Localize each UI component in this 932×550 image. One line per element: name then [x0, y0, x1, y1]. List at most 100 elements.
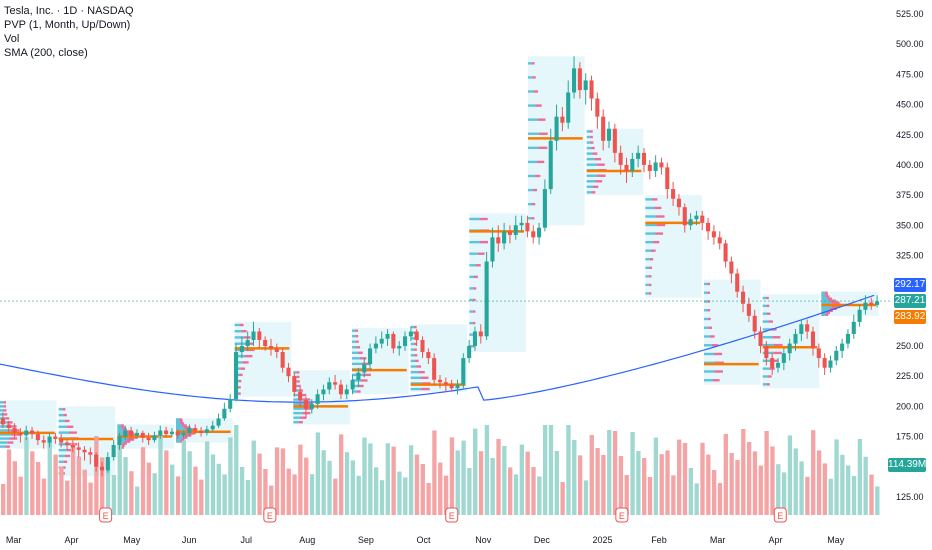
- profile-bar-down: [180, 438, 185, 441]
- profile-bar-up: [821, 295, 826, 298]
- candle-body: [379, 338, 384, 344]
- profile-bar-down: [648, 275, 652, 278]
- candle-body: [799, 324, 804, 334]
- indicator-vol[interactable]: Vol: [4, 33, 20, 45]
- profile-bar-up: [586, 141, 591, 144]
- profile-bar-up: [645, 258, 650, 261]
- x-tick-label: Jul: [241, 535, 253, 545]
- profile-bar-down: [414, 348, 417, 351]
- profile-bar-up: [586, 157, 595, 161]
- symbol-title[interactable]: Tesla, Inc. · 1D · NASDAQ: [4, 5, 134, 17]
- profile-bar-up: [528, 76, 533, 79]
- indicator-sma[interactable]: SMA (200, close): [4, 47, 88, 59]
- profile-bar-down: [712, 379, 720, 382]
- profile-bar-up: [0, 429, 11, 432]
- profile-bar-down: [825, 295, 830, 298]
- candle-body: [222, 408, 227, 419]
- profile-bar-up: [352, 351, 358, 354]
- volume-bar: [251, 440, 256, 515]
- volume-bar: [642, 458, 647, 515]
- profile-bar-down: [296, 371, 300, 374]
- candle-body: [449, 384, 454, 389]
- profile-bar-up: [704, 282, 708, 286]
- profile-bar-down: [709, 335, 715, 338]
- profile-bar-down: [63, 460, 68, 463]
- candle-body: [187, 428, 192, 433]
- volume-bar: [531, 467, 536, 515]
- volume-bar: [105, 460, 111, 515]
- candle-body: [432, 358, 437, 380]
- volume-bar: [758, 465, 763, 515]
- candle-body: [781, 353, 786, 363]
- candle-body: [426, 352, 431, 359]
- profile-bar-down: [413, 325, 417, 329]
- monthly-profile-box: [469, 213, 526, 353]
- profile-bar-down: [534, 174, 541, 178]
- volume-bar: [100, 457, 105, 515]
- profile-bar-down: [357, 351, 363, 354]
- y-tick-label: 325.00: [896, 250, 924, 260]
- candle-body: [805, 324, 810, 332]
- profile-bar-up: [293, 402, 305, 406]
- volume-bar: [1, 484, 6, 515]
- profile-bar-up: [762, 367, 770, 370]
- monthly-profile-box: [704, 279, 761, 385]
- candle-body: [251, 331, 256, 340]
- volume-bar: [426, 483, 431, 515]
- candle-body: [857, 309, 862, 322]
- candle-body: [723, 243, 728, 262]
- indicator-pvp[interactable]: PVP (1, Month, Up/Down): [4, 19, 131, 31]
- profile-bar-down: [122, 442, 127, 445]
- candle-body: [333, 382, 338, 385]
- candle-body: [82, 449, 87, 453]
- profile-bar-up: [469, 310, 473, 313]
- profile-bar-down: [591, 191, 596, 194]
- volume-bar: [222, 474, 227, 515]
- volume-bar: [327, 460, 332, 515]
- profile-bar-down: [180, 422, 185, 425]
- sma-line: [0, 294, 875, 403]
- candle-body: [560, 116, 565, 123]
- volume-bar: [537, 476, 542, 515]
- profile-bar-up: [704, 335, 710, 338]
- profile-bar-up: [762, 375, 768, 378]
- profile-bar-up: [762, 312, 767, 315]
- profile-bar-up: [176, 422, 181, 425]
- profile-bar-up: [410, 359, 416, 363]
- profile-bar-up: [58, 443, 69, 446]
- volume-bar: [659, 454, 664, 515]
- candle-body: [711, 231, 716, 238]
- profile-bar-down: [655, 215, 665, 218]
- profile-bar-up: [645, 215, 656, 218]
- profile-bar-down: [126, 438, 135, 441]
- profile-bar-up: [293, 371, 297, 374]
- volume-bar: [76, 456, 82, 515]
- candle-body: [548, 140, 553, 190]
- profile-bar-down: [766, 304, 770, 308]
- profile-bar-down: [304, 407, 313, 410]
- earnings-marker-box: [99, 507, 113, 523]
- profile-bar-down: [356, 346, 361, 349]
- volume-bar: [117, 441, 122, 515]
- profile-bar-down: [359, 357, 367, 360]
- profile-bar-up: [469, 252, 478, 255]
- y-tick-label: 525.00: [896, 9, 924, 19]
- profile-bar-down: [597, 174, 606, 177]
- volume-bar: [274, 447, 280, 515]
- profile-bar-down: [538, 132, 548, 135]
- profile-bar-down: [420, 376, 429, 379]
- profile-bar-up: [352, 357, 360, 360]
- profile-bar-down: [533, 90, 539, 93]
- profile-bar-up: [821, 291, 825, 294]
- volume-bar: [146, 462, 152, 515]
- profile-bar-down: [714, 370, 723, 373]
- profile-bar-down: [62, 408, 66, 411]
- profile-bar-down: [414, 354, 418, 357]
- volume-bar: [741, 429, 746, 515]
- earnings-marker-box: [445, 507, 459, 523]
- profile-bar-down: [239, 373, 243, 377]
- volume-bar: [577, 455, 583, 515]
- x-tick-label: Feb: [651, 535, 667, 545]
- volume-bar: [770, 446, 775, 515]
